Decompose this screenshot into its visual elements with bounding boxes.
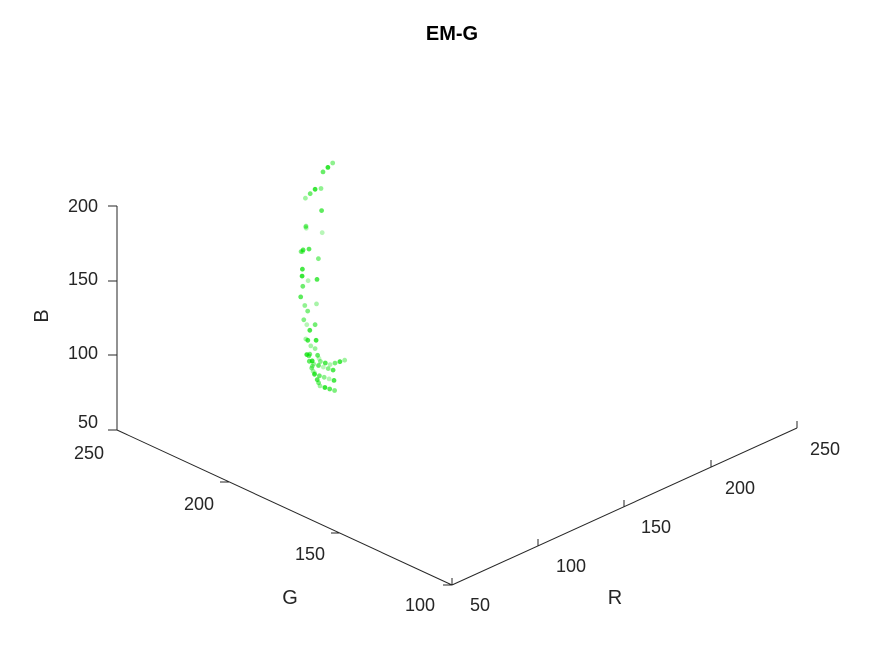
scatter-point <box>306 246 312 252</box>
scatter-point <box>303 195 308 201</box>
scatter-point <box>327 362 333 367</box>
scatter-point <box>332 388 337 393</box>
scatter-point <box>331 378 337 383</box>
scatter-point <box>300 266 305 272</box>
scatter-point <box>318 186 324 191</box>
scatter-point <box>307 327 313 333</box>
scatter-point <box>322 385 328 390</box>
scatter-point <box>303 224 309 230</box>
scatter-point <box>317 373 322 379</box>
y-tick-label: 150 <box>295 544 325 564</box>
scatter-point <box>316 256 321 262</box>
x-axis-ticks: 50 100 150 200 250 <box>451 421 840 615</box>
z-axis-label: B <box>31 309 53 322</box>
scatter-point <box>326 376 332 382</box>
y-axis-label: G <box>282 587 298 609</box>
scatter-point <box>309 358 315 364</box>
scatter-point <box>330 367 336 373</box>
scatter-point <box>301 317 307 323</box>
z-tick-label: 100 <box>68 343 98 363</box>
scatter-point <box>312 322 318 328</box>
scatter-point <box>303 225 309 231</box>
scatter-point <box>302 303 308 308</box>
scatter-point <box>319 230 325 236</box>
scatter-point <box>312 186 318 192</box>
scatter-point <box>330 160 336 166</box>
y-tick-label: 200 <box>184 494 214 514</box>
scatter-point <box>305 337 311 343</box>
scatter-point <box>299 273 305 279</box>
scatter-point <box>305 278 311 284</box>
scatter-point <box>321 374 327 380</box>
x-tick-label: 100 <box>556 556 586 576</box>
y-axis-line <box>116 429 453 586</box>
scatter-point <box>307 191 313 197</box>
z-tick-label: 200 <box>68 196 98 216</box>
scatter-point <box>322 360 328 366</box>
scatter-point <box>311 361 316 367</box>
scatter-point <box>312 346 318 351</box>
z-tick-label: 50 <box>78 412 98 432</box>
scatter-point <box>316 380 321 386</box>
scatter-point <box>309 363 315 369</box>
scatter-point <box>315 352 320 358</box>
chart-title: EM-G <box>426 23 478 45</box>
scatter-point <box>319 208 324 214</box>
x-tick-label: 150 <box>641 517 671 537</box>
data-points <box>298 160 348 393</box>
y-axis-ticks: 100 150 200 250 <box>74 429 452 615</box>
scatter-point <box>308 343 314 349</box>
x-axis-label: R <box>608 587 622 609</box>
scatter-point <box>314 277 320 282</box>
scatter-point <box>342 357 348 363</box>
scatter-point <box>304 322 310 328</box>
scatter-point <box>317 383 323 389</box>
x-tick-label: 50 <box>470 595 490 615</box>
scatter-point <box>303 336 309 342</box>
scatter-point <box>305 308 311 314</box>
scatter-point <box>318 359 323 364</box>
scatter-point <box>325 165 331 170</box>
scatter-point <box>332 360 338 366</box>
y-tick-label: 100 <box>405 595 435 615</box>
scatter-point <box>298 249 304 255</box>
scatter-point <box>309 365 315 371</box>
scatter-point <box>316 356 322 361</box>
z-axis-ticks: 50 100 150 200 <box>68 196 117 432</box>
z-tick-label: 150 <box>68 269 98 289</box>
scatter-point <box>325 366 331 371</box>
scatter-point <box>320 169 326 175</box>
y-tick-label: 250 <box>74 443 104 463</box>
scatter-point <box>314 301 319 307</box>
scatter-point <box>327 386 333 392</box>
x-tick-label: 200 <box>725 478 755 498</box>
x-tick-label: 250 <box>810 439 840 459</box>
scatter-point <box>300 283 306 289</box>
scatter-point <box>300 249 305 255</box>
scatter-point <box>316 363 321 368</box>
scatter-point <box>303 223 309 229</box>
scatter-point <box>320 364 326 370</box>
scatter-point <box>313 337 319 343</box>
scatter-point <box>337 359 343 365</box>
scatter-point <box>312 371 317 377</box>
scatter-point <box>307 351 313 357</box>
scatter-point <box>298 294 304 300</box>
